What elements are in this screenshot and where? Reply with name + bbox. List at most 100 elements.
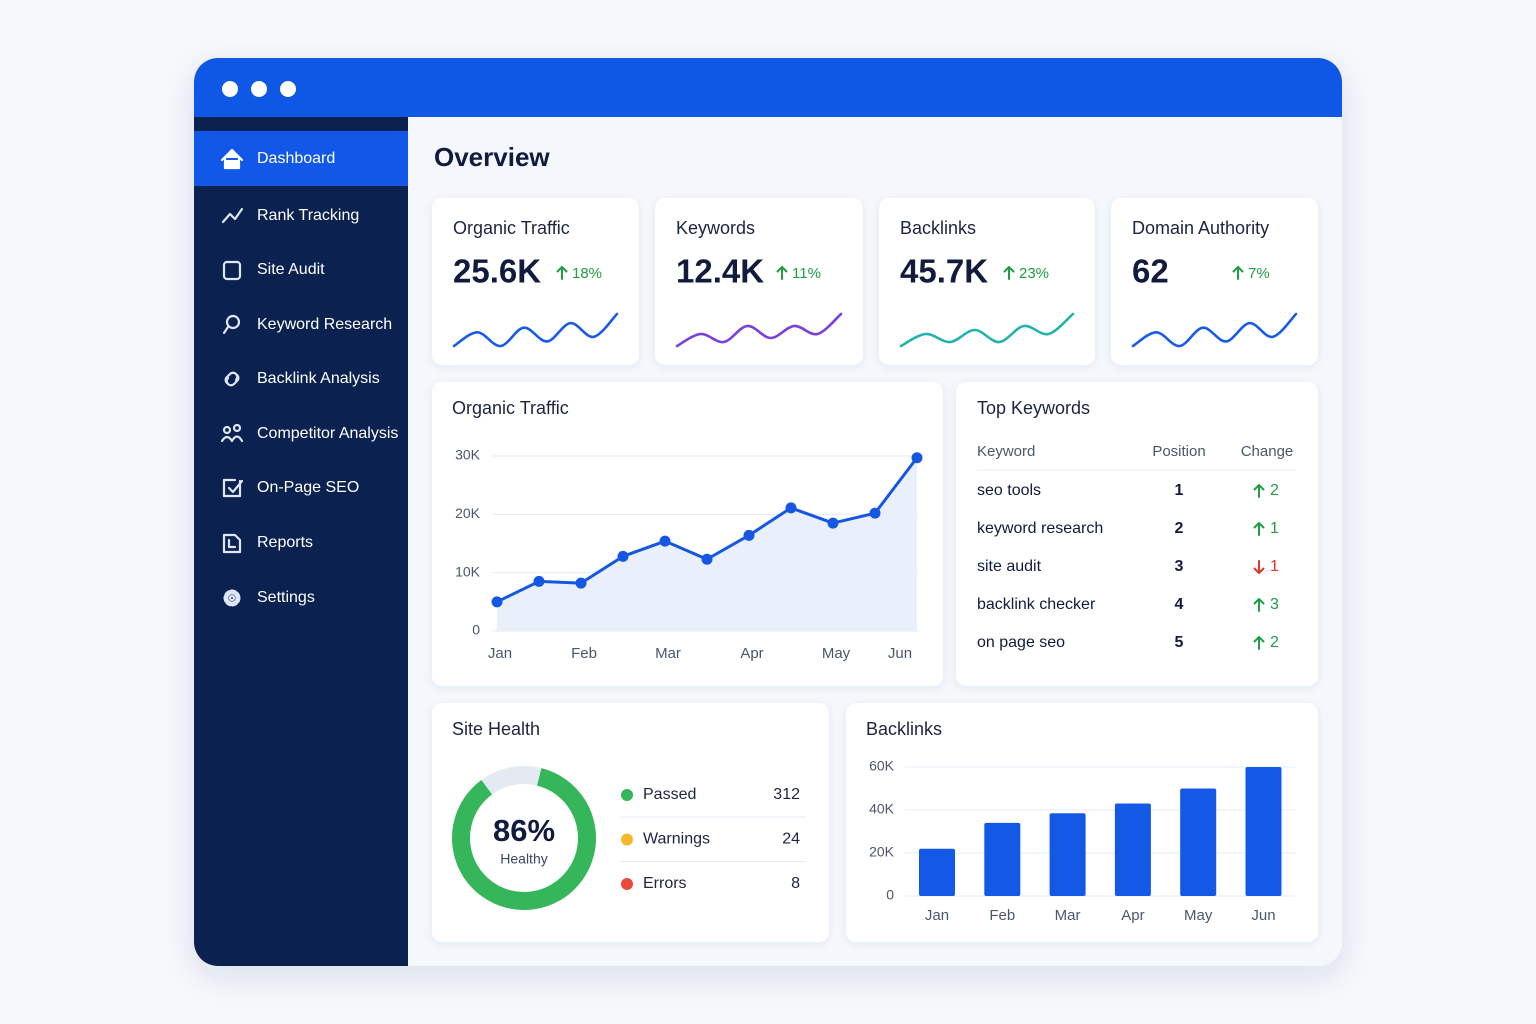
chart-title: Organic Traffic bbox=[452, 398, 569, 418]
title-bar bbox=[194, 58, 1342, 117]
y-tick-label: 0 bbox=[472, 622, 480, 638]
change-arrow bbox=[1253, 522, 1265, 536]
bar bbox=[1049, 813, 1086, 896]
change-arrow bbox=[1253, 560, 1265, 574]
icon-link bbox=[224, 371, 240, 387]
point bbox=[743, 529, 755, 541]
x-tick-label: Jun bbox=[1251, 907, 1275, 924]
window-dot bbox=[222, 81, 238, 97]
x-tick-label: Apr bbox=[740, 645, 763, 662]
x-tick-label: Feb bbox=[571, 645, 597, 662]
x-tick-label: May bbox=[822, 645, 851, 662]
icon-home bbox=[220, 148, 244, 170]
x-tick-label: Mar bbox=[1055, 907, 1081, 924]
change: 2 bbox=[1270, 482, 1279, 499]
position: 5 bbox=[1175, 634, 1184, 651]
legend-value: 8 bbox=[791, 875, 800, 892]
sparkline bbox=[899, 312, 1075, 348]
icon-users bbox=[222, 425, 232, 435]
window-dot bbox=[280, 81, 296, 97]
kpi-change: 18% bbox=[572, 265, 602, 282]
nav-item[interactable]: Rank Tracking bbox=[257, 207, 359, 224]
kpi-change: 7% bbox=[1248, 265, 1270, 282]
card bbox=[1111, 198, 1318, 365]
legend-name: Passed bbox=[643, 786, 696, 803]
kpi-value: 12.4K bbox=[676, 253, 764, 290]
change-arrow bbox=[1253, 636, 1265, 650]
legend-value: 312 bbox=[773, 786, 800, 803]
bar bbox=[1180, 788, 1217, 896]
card bbox=[879, 198, 1095, 365]
y-tick-label: 20K bbox=[869, 844, 895, 860]
nav-item[interactable]: Site Audit bbox=[257, 261, 325, 278]
icon-edit bbox=[222, 478, 244, 498]
point bbox=[827, 517, 839, 529]
position: 3 bbox=[1175, 558, 1184, 575]
bar bbox=[1114, 803, 1151, 896]
card bbox=[956, 382, 1318, 686]
legend-dot bbox=[621, 878, 633, 890]
y-tick-label: 20K bbox=[455, 505, 481, 521]
point bbox=[911, 452, 923, 464]
icon-users bbox=[232, 423, 242, 433]
x-tick-label: Jun bbox=[888, 645, 912, 662]
nav-item[interactable]: Dashboard bbox=[257, 150, 335, 167]
legend-dot bbox=[621, 833, 633, 846]
chart-title: Backlinks bbox=[866, 719, 942, 739]
point bbox=[659, 535, 671, 547]
icon-gear bbox=[228, 594, 236, 602]
nav-item[interactable]: Settings bbox=[257, 589, 315, 606]
point bbox=[617, 550, 629, 562]
kpi-value: 45.7K bbox=[900, 253, 988, 290]
card bbox=[655, 198, 863, 365]
keyword: on page seo bbox=[977, 634, 1065, 651]
point bbox=[785, 502, 797, 514]
x-tick-label: Jan bbox=[925, 907, 949, 924]
y-tick-label: 0 bbox=[886, 887, 894, 903]
nav-item[interactable]: Competitor Analysis bbox=[257, 425, 398, 442]
kpi-title: Backlinks bbox=[900, 218, 976, 238]
table-header: Position bbox=[1152, 443, 1205, 460]
change: 1 bbox=[1270, 520, 1279, 537]
point bbox=[533, 575, 545, 587]
kpi-value: 62 bbox=[1132, 253, 1169, 290]
active-nav-bg bbox=[194, 131, 408, 186]
donut-label: Healthy bbox=[500, 851, 547, 867]
point bbox=[701, 553, 713, 565]
icon-trend bbox=[221, 207, 244, 224]
point bbox=[491, 596, 503, 608]
change-arrow bbox=[1003, 266, 1015, 280]
keyword: backlink checker bbox=[977, 596, 1096, 613]
change-arrow bbox=[556, 266, 568, 280]
legend-name: Warnings bbox=[643, 831, 710, 848]
kpi-title: Keywords bbox=[676, 218, 755, 238]
legend-name: Errors bbox=[643, 875, 687, 892]
nav-item[interactable]: Keyword Research bbox=[257, 316, 392, 333]
bar bbox=[919, 848, 955, 896]
change: 3 bbox=[1270, 596, 1279, 613]
legend-dot bbox=[621, 789, 633, 801]
point bbox=[869, 507, 881, 519]
keyword: site audit bbox=[977, 558, 1042, 575]
change-arrow bbox=[1232, 266, 1244, 280]
y-tick-label: 30K bbox=[455, 447, 481, 463]
x-tick-label: Feb bbox=[989, 907, 1015, 924]
x-tick-label: Mar bbox=[655, 645, 681, 662]
change-arrow bbox=[1253, 598, 1265, 612]
nav-item[interactable]: Reports bbox=[257, 534, 313, 551]
legend-value: 24 bbox=[782, 831, 800, 848]
bar bbox=[1245, 767, 1282, 896]
card bbox=[432, 703, 829, 942]
window-body bbox=[194, 58, 1342, 966]
nav-item[interactable]: Backlink Analysis bbox=[257, 370, 380, 387]
kpi-title: Organic Traffic bbox=[453, 218, 570, 238]
x-tick-label: Jan bbox=[488, 645, 512, 662]
icon-gear bbox=[223, 589, 241, 607]
position: 2 bbox=[1175, 520, 1184, 537]
table-title: Top Keywords bbox=[977, 398, 1090, 418]
change: 2 bbox=[1270, 634, 1279, 651]
position: 4 bbox=[1175, 596, 1184, 613]
nav-item[interactable]: On-Page SEO bbox=[257, 479, 359, 496]
bar bbox=[984, 822, 1021, 896]
